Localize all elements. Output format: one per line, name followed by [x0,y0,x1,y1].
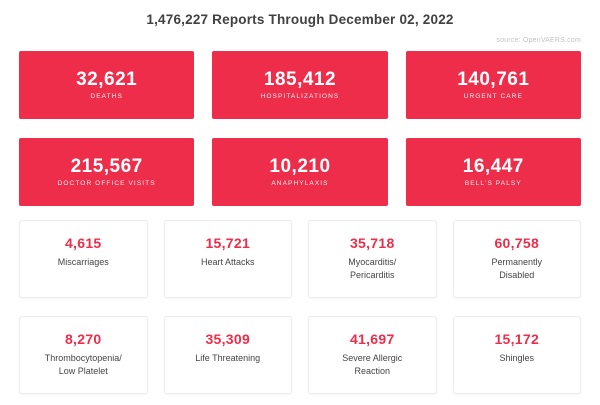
stat-card-shingles: 15,172 Shingles [452,316,581,394]
stat-label: Thrombocytopenia/ Low Platelet [44,352,122,377]
stat-value: 185,412 [263,68,337,90]
stat-card-thrombocytopenia-low-platelet: 8,270 Thrombocytopenia/ Low Platelet [19,316,148,394]
stat-value: 15,721 [205,235,251,251]
stat-value: 15,172 [494,331,540,347]
stat-card-urgent-care: 140,761 URGENT CARE [405,51,581,119]
stat-value: 32,621 [76,68,138,90]
stat-label: Severe Allergic Reaction [342,352,403,377]
stat-label: DOCTOR OFFICE VISITS [57,180,156,188]
stat-label: Shingles [499,352,535,363]
stat-label: Miscarriages [57,256,109,267]
stat-label: Life Threatening [195,352,261,363]
stat-card-life-threatening: 35,309 Life Threatening [163,316,292,394]
stat-value: 10,210 [269,155,331,177]
stat-card-deaths: 32,621 DEATHS [19,51,195,119]
stat-value: 140,761 [457,68,530,90]
stat-card-hospitalizations: 185,412 HOSPITALIZATIONS [212,51,388,119]
stat-label: Heart Attacks [200,256,255,267]
stat-card-myocarditis-pericarditis: 35,718 Myocarditis/ Pericarditis [308,220,437,298]
stat-label: Myocarditis/ Pericarditis [348,256,397,281]
stat-value: 16,447 [462,155,524,177]
stat-label: HOSPITALIZATIONS [260,93,340,101]
stat-value: 60,758 [494,235,540,251]
stat-card-anaphylaxis: 10,210 ANAPHYLAXIS [212,138,388,206]
stat-card-doctor-office-visits: 215,567 DOCTOR OFFICE VISITS [19,138,195,206]
stat-label: Permanently Disabled [491,256,543,281]
red-stat-row-2: 215,567 DOCTOR OFFICE VISITS 10,210 ANAP… [19,138,581,206]
stat-label: BELL'S PALSY [464,180,522,188]
stat-label: DEATHS [90,93,123,101]
page-title: 1,476,227 Reports Through December 02, 2… [146,12,454,27]
stat-card-miscarriages: 4,615 Miscarriages [19,220,148,298]
source-credit: source: OpenVAERS.com [496,37,581,44]
stat-label: ANAPHYLAXIS [271,180,329,188]
white-stat-row-2: 8,270 Thrombocytopenia/ Low Platelet 35,… [19,316,581,394]
stat-value: 215,567 [70,155,143,177]
stat-card-heart-attacks: 15,721 Heart Attacks [163,220,292,298]
stat-value: 35,309 [205,331,251,347]
stat-card-bells-palsy: 16,447 BELL'S PALSY [405,138,581,206]
stat-value: 8,270 [64,331,102,347]
stat-card-severe-allergic-reaction: 41,697 Severe Allergic Reaction [308,316,437,394]
stat-value: 35,718 [349,235,395,251]
white-stat-row-1: 4,615 Miscarriages 15,721 Heart Attacks … [19,220,581,298]
stat-label: URGENT CARE [463,93,523,101]
stat-card-permanently-disabled: 60,758 Permanently Disabled [452,220,581,298]
stat-value: 4,615 [64,235,102,251]
stat-value: 41,697 [349,331,395,347]
red-stat-row-1: 32,621 DEATHS 185,412 HOSPITALIZATIONS 1… [19,51,581,119]
